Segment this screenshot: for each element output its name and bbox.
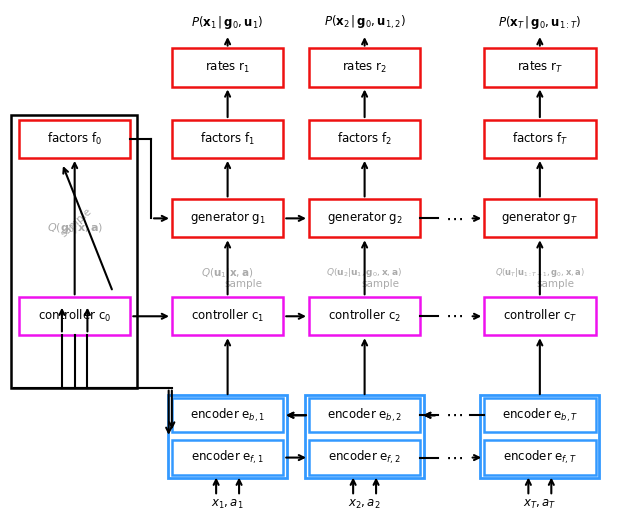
FancyBboxPatch shape xyxy=(172,48,284,87)
Text: $x_2,a_2$: $x_2,a_2$ xyxy=(348,497,381,511)
Text: generator g$_T$: generator g$_T$ xyxy=(501,210,579,227)
FancyBboxPatch shape xyxy=(309,48,420,87)
Text: factors f$_1$: factors f$_1$ xyxy=(200,131,255,147)
FancyBboxPatch shape xyxy=(19,297,131,335)
Text: $Q(\mathbf{u}_1|\mathbf{x},\mathbf{a})$: $Q(\mathbf{u}_1|\mathbf{x},\mathbf{a})$ xyxy=(202,265,253,280)
Text: factors f$_2$: factors f$_2$ xyxy=(337,131,392,147)
FancyBboxPatch shape xyxy=(309,120,420,158)
Text: sample: sample xyxy=(537,279,575,289)
Text: $Q(\mathbf{g}_0|\mathbf{x},\mathbf{a})$: $Q(\mathbf{g}_0|\mathbf{x},\mathbf{a})$ xyxy=(47,221,102,235)
Text: $\cdots$: $\cdots$ xyxy=(445,307,463,325)
Text: encoder e$_{f,1}$: encoder e$_{f,1}$ xyxy=(191,449,264,466)
FancyBboxPatch shape xyxy=(172,200,284,237)
Text: factors f$_0$: factors f$_0$ xyxy=(47,131,102,147)
FancyBboxPatch shape xyxy=(484,200,596,237)
Text: rates r$_T$: rates r$_T$ xyxy=(516,60,563,75)
FancyBboxPatch shape xyxy=(484,398,596,433)
Text: $\cdots$: $\cdots$ xyxy=(445,406,463,424)
FancyBboxPatch shape xyxy=(484,48,596,87)
Text: encoder e$_{b,T}$: encoder e$_{b,T}$ xyxy=(502,406,578,424)
Text: controller c$_1$: controller c$_1$ xyxy=(191,308,264,325)
Text: $P(\mathbf{x}_2\,|\,\mathbf{g}_0,\mathbf{u}_{1,2})$: $P(\mathbf{x}_2\,|\,\mathbf{g}_0,\mathbf… xyxy=(324,14,406,31)
Text: generator g$_1$: generator g$_1$ xyxy=(189,210,266,227)
FancyBboxPatch shape xyxy=(172,398,284,433)
Text: sample: sample xyxy=(225,279,262,289)
Text: $Q(\mathbf{u}_2|\mathbf{u}_1,\mathbf{g}_0,\mathbf{x},\mathbf{a})$: $Q(\mathbf{u}_2|\mathbf{u}_1,\mathbf{g}_… xyxy=(326,266,403,279)
FancyBboxPatch shape xyxy=(172,120,284,158)
FancyBboxPatch shape xyxy=(172,297,284,335)
FancyBboxPatch shape xyxy=(484,297,596,335)
Text: rates r$_2$: rates r$_2$ xyxy=(342,60,387,75)
FancyBboxPatch shape xyxy=(309,440,420,475)
Text: $x_1,a_1$: $x_1,a_1$ xyxy=(211,497,244,511)
Text: rates r$_1$: rates r$_1$ xyxy=(205,60,250,75)
Text: $P(\mathbf{x}_T\,|\,\mathbf{g}_0,\mathbf{u}_{1:T})$: $P(\mathbf{x}_T\,|\,\mathbf{g}_0,\mathbf… xyxy=(498,14,582,31)
Text: generator g$_2$: generator g$_2$ xyxy=(326,210,403,227)
FancyBboxPatch shape xyxy=(484,120,596,158)
FancyBboxPatch shape xyxy=(19,120,131,158)
Text: $P(\mathbf{x}_1\,|\,\mathbf{g}_0,\mathbf{u}_1)$: $P(\mathbf{x}_1\,|\,\mathbf{g}_0,\mathbf… xyxy=(191,14,264,31)
Text: $\cdots$: $\cdots$ xyxy=(445,448,463,467)
Text: sample: sample xyxy=(362,279,399,289)
Bar xyxy=(11,114,137,388)
FancyBboxPatch shape xyxy=(309,398,420,433)
Text: encoder e$_{b,1}$: encoder e$_{b,1}$ xyxy=(190,406,265,424)
FancyBboxPatch shape xyxy=(309,200,420,237)
Text: encoder e$_{b,2}$: encoder e$_{b,2}$ xyxy=(327,406,402,424)
Text: controller c$_0$: controller c$_0$ xyxy=(38,308,111,325)
Text: $x_T,a_T$: $x_T,a_T$ xyxy=(523,497,557,511)
Text: $\cdots$: $\cdots$ xyxy=(445,210,463,227)
Text: controller c$_T$: controller c$_T$ xyxy=(503,308,577,325)
FancyBboxPatch shape xyxy=(172,440,284,475)
Text: $Q(\mathbf{u}_T|\mathbf{u}_{1:T-1},\mathbf{g}_0,\mathbf{x},\mathbf{a})$: $Q(\mathbf{u}_T|\mathbf{u}_{1:T-1},\math… xyxy=(495,266,585,279)
Text: factors f$_T$: factors f$_T$ xyxy=(512,131,568,147)
FancyBboxPatch shape xyxy=(484,440,596,475)
Text: encoder e$_{f,T}$: encoder e$_{f,T}$ xyxy=(503,449,577,466)
Text: sample: sample xyxy=(58,206,93,239)
FancyBboxPatch shape xyxy=(309,297,420,335)
Text: encoder e$_{f,2}$: encoder e$_{f,2}$ xyxy=(328,449,401,466)
Text: controller c$_2$: controller c$_2$ xyxy=(328,308,401,325)
